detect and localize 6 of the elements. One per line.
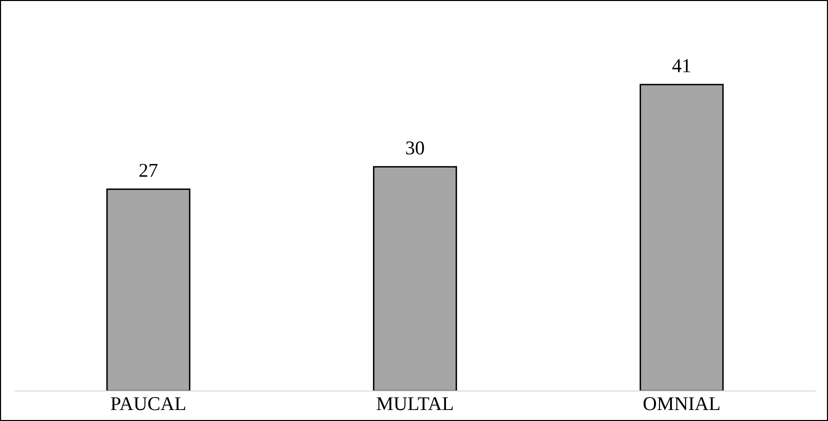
x-tick-label: MULTAL (376, 397, 453, 410)
x-tick-label: PAUCAL (110, 397, 186, 410)
data-label: 41 (672, 59, 690, 72)
x-tick-label: OMNIAL (644, 397, 720, 410)
data-label: 27 (139, 164, 158, 177)
data-label: 30 (406, 141, 424, 154)
